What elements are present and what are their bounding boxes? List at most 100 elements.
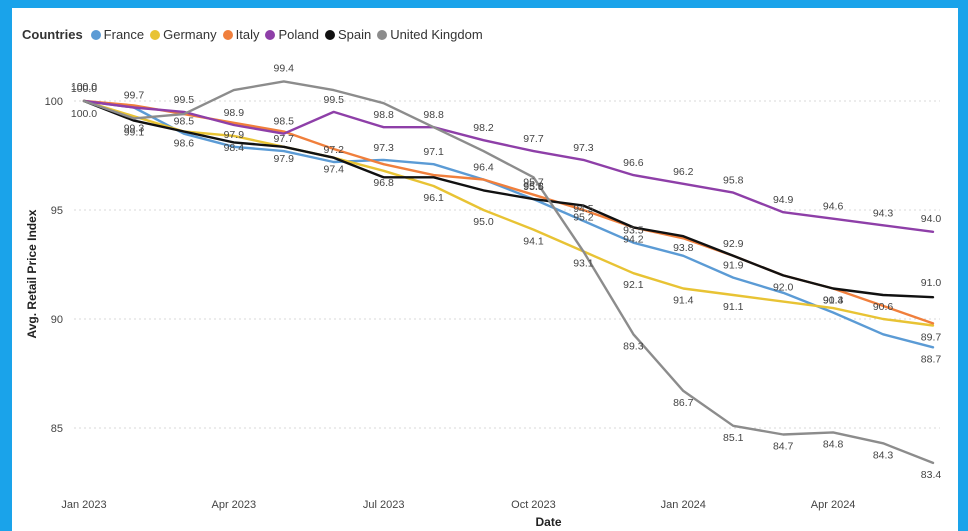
- data-label: 84.7: [773, 441, 794, 453]
- legend-marker: [222, 29, 233, 40]
- frame-edge-left: [0, 0, 12, 531]
- data-label: 95.8: [523, 180, 544, 192]
- data-label: 84.8: [823, 438, 844, 450]
- data-label: 91.4: [673, 294, 694, 306]
- series-line: [82, 99, 935, 299]
- data-label: 84.3: [873, 449, 894, 461]
- data-label: 95.0: [473, 216, 494, 228]
- legend-label: Spain: [337, 27, 372, 42]
- data-label: 96.1: [423, 192, 444, 204]
- legend-label: France: [103, 27, 145, 42]
- legend-label: United Kingdom: [390, 27, 483, 42]
- y-axis-title: Avg. Retail Price Index: [25, 209, 39, 338]
- data-label: 96.4: [473, 161, 494, 173]
- data-label: 97.7: [274, 133, 295, 145]
- data-label: 97.4: [323, 164, 344, 176]
- data-label: 94.9: [773, 194, 794, 206]
- data-label: 91.4: [823, 294, 844, 306]
- data-label: 90.3: [823, 294, 844, 306]
- legend: Countries France Germany Italy Poland Spain U…: [22, 27, 489, 42]
- data-label: 91.9: [723, 260, 744, 272]
- x-tick-label: Apr 2023: [211, 499, 256, 511]
- frame-edge-top: [0, 0, 968, 8]
- y-tick-label: 95: [51, 205, 63, 217]
- data-label: 89.3: [623, 340, 644, 352]
- data-label: 99.4: [274, 62, 295, 74]
- legend-label: Germany: [163, 27, 217, 42]
- legend-label: Italy: [235, 27, 260, 42]
- series-line: [82, 80, 935, 465]
- x-tick-label: Oct 2023: [511, 499, 556, 511]
- legend-marker: [324, 29, 335, 40]
- legend-marker: [90, 29, 101, 40]
- data-label: 91.0: [921, 277, 942, 289]
- data-label: 94.1: [523, 236, 544, 248]
- legend-item[interactable]: United Kingdom: [377, 27, 483, 42]
- data-label: 90.6: [873, 301, 894, 313]
- data-label: 97.3: [573, 142, 594, 154]
- data-label: 97.9: [274, 153, 295, 165]
- data-label: 100.0: [71, 83, 97, 95]
- series-line: [82, 99, 935, 327]
- data-label: 95.2: [573, 212, 594, 224]
- data-label: 91.1: [723, 301, 744, 313]
- y-tick-label: 85: [51, 423, 63, 435]
- data-label: 93.1: [573, 257, 594, 269]
- frame-edge-right: [958, 0, 968, 531]
- x-tick-label: Apr 2024: [811, 499, 856, 511]
- data-label: 98.4: [224, 142, 245, 154]
- data-label: 97.3: [373, 142, 394, 154]
- data-label: 96.8: [373, 177, 394, 189]
- y-tick-label: 90: [51, 314, 63, 326]
- legend-title: Countries: [22, 27, 83, 42]
- legend-label: Poland: [278, 27, 319, 42]
- legend-item[interactable]: Italy: [222, 27, 260, 42]
- legend-marker: [150, 29, 161, 40]
- data-label: 93.8: [673, 242, 694, 254]
- series-line: [82, 99, 935, 349]
- data-label: 97.9: [224, 129, 245, 141]
- data-label: 96.6: [623, 157, 644, 169]
- data-label: 94.3: [873, 207, 894, 219]
- y-tick-label: 100: [45, 96, 63, 108]
- data-label: 98.9: [224, 107, 245, 119]
- legend-item[interactable]: Spain: [324, 27, 372, 42]
- data-label: 92.9: [723, 238, 744, 250]
- data-label: 98.2: [473, 122, 494, 134]
- data-label: 99.7: [124, 90, 145, 102]
- data-label: 94.2: [623, 233, 644, 245]
- data-label: 93.5: [623, 225, 644, 237]
- data-label: 100.0: [71, 108, 97, 120]
- data-label: 99.5: [174, 94, 195, 106]
- data-label: 94.0: [921, 213, 942, 225]
- data-label: 88.7: [921, 353, 942, 365]
- data-label: 94.5: [573, 203, 594, 215]
- data-label: 89.7: [921, 332, 942, 344]
- data-label: 98.6: [174, 138, 195, 150]
- data-label: 95.7: [523, 177, 544, 189]
- data-label: 94.6: [823, 201, 844, 213]
- data-label: 97.2: [323, 144, 344, 156]
- x-tick-label: Jan 2024: [661, 499, 706, 511]
- data-label: 85.1: [723, 432, 744, 444]
- data-label: 98.5: [174, 116, 195, 128]
- data-label: 83.4: [921, 469, 942, 481]
- data-label: 92.1: [623, 279, 644, 291]
- x-tick-label: Jan 2023: [61, 499, 106, 511]
- data-label: 86.7: [673, 397, 694, 409]
- data-label: 99.3: [124, 122, 145, 134]
- x-axis-title: Date: [535, 515, 561, 529]
- data-label: 99.5: [323, 94, 344, 106]
- data-label: 97.7: [523, 133, 544, 145]
- legend-item[interactable]: Poland: [265, 27, 319, 42]
- data-label: 95.8: [723, 175, 744, 187]
- data-label: 97.1: [423, 146, 444, 158]
- data-label: 98.5: [274, 116, 295, 128]
- series-line: [82, 99, 935, 234]
- data-label: 100.0: [71, 81, 97, 93]
- legend-item[interactable]: France: [90, 27, 145, 42]
- legend-marker: [377, 29, 388, 40]
- legend-item[interactable]: Germany: [150, 27, 217, 42]
